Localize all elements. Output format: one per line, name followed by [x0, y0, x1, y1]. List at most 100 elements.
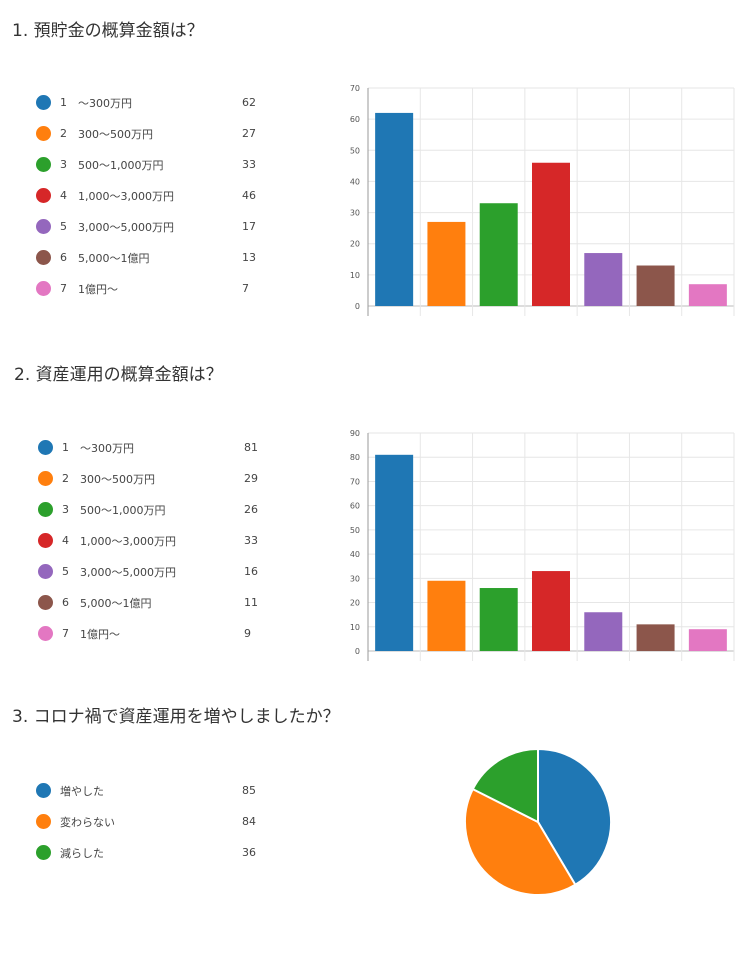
bar	[532, 571, 570, 651]
legend-item: 6 5,000〜1億円 13	[36, 242, 256, 273]
legend-count: 27	[242, 127, 256, 140]
legend-label: 1,000〜3,000万円	[78, 189, 174, 203]
bar	[479, 588, 518, 651]
legend-item: 4 1,000〜3,000万円 33	[38, 525, 258, 556]
legend-color-dot	[36, 281, 51, 296]
y-tick-label: 40	[350, 550, 360, 559]
legend-count: 9	[244, 627, 251, 640]
y-tick-label: 50	[350, 526, 360, 535]
legend-color-dot	[36, 157, 51, 172]
question-1-legend: 1 〜300万円 62 2 300〜500万円 27 3 500〜1,000万円 33 4 1,00…	[36, 87, 256, 304]
bar	[427, 221, 466, 306]
legend-label: 3,000〜5,000万円	[80, 565, 176, 579]
legend-item: 変わらない 84	[36, 806, 256, 837]
question-1-bar-chart: 0 10 20 30 40 50 60 70	[350, 84, 735, 316]
legend-count: 33	[244, 534, 258, 547]
legend-color-dot	[36, 219, 51, 234]
legend-item: 5 3,000〜5,000万円 17	[36, 211, 256, 242]
y-tick-label: 50	[350, 146, 360, 155]
legend-index: 3	[60, 158, 67, 171]
y-tick-label: 40	[350, 177, 360, 186]
legend-label: 500〜1,000万円	[78, 158, 164, 172]
legend-count: 17	[242, 220, 256, 233]
question-3-legend: 増やした 85 変わらない 84 減らした 36	[36, 775, 256, 868]
bar	[584, 612, 623, 651]
legend-color-dot	[38, 471, 53, 486]
y-tick-label: 70	[350, 477, 360, 486]
legend-item: 3 500〜1,000万円 26	[38, 494, 258, 525]
legend-item: 2 300〜500万円 27	[36, 118, 256, 149]
legend-label: 1億円〜	[80, 627, 120, 641]
legend-index: 6	[60, 251, 67, 264]
legend-label: 変わらない	[60, 815, 115, 829]
legend-item: 6 5,000〜1億円 11	[38, 587, 258, 618]
legend-label: 3,000〜5,000万円	[78, 220, 174, 234]
legend-index: 5	[62, 565, 69, 578]
legend-count: 13	[242, 251, 256, 264]
bar	[688, 284, 727, 306]
bar	[479, 203, 518, 306]
legend-color-dot	[38, 564, 53, 579]
legend-index: 7	[60, 282, 67, 295]
legend-label: 500〜1,000万円	[80, 503, 166, 517]
y-tick-label: 60	[350, 115, 360, 124]
legend-count: 7	[242, 282, 249, 295]
bar	[584, 253, 623, 306]
legend-color-dot	[38, 502, 53, 517]
legend-label: 300〜500万円	[78, 127, 153, 141]
legend-label: 〜300万円	[80, 441, 134, 455]
legend-count: 81	[244, 441, 258, 454]
legend-label: 300〜500万円	[80, 472, 155, 486]
legend-label: 5,000〜1億円	[80, 596, 152, 610]
bar	[688, 629, 727, 651]
bar	[427, 580, 466, 651]
legend-index: 3	[62, 503, 69, 516]
y-tick-label: 10	[350, 623, 360, 632]
y-tick-label: 30	[350, 574, 360, 583]
legend-item: 増やした 85	[36, 775, 256, 806]
legend-label: 増やした	[60, 784, 104, 798]
bar	[636, 265, 675, 306]
legend-item: 7 1億円〜 9	[38, 618, 251, 649]
legend-index: 2	[62, 472, 69, 485]
legend-index: 6	[62, 596, 69, 609]
y-tick-label: 60	[350, 502, 360, 511]
legend-index: 2	[60, 127, 67, 140]
bar	[375, 454, 414, 651]
legend-color-dot	[38, 533, 53, 548]
legend-label: 減らした	[60, 846, 104, 860]
legend-color-dot	[36, 814, 51, 829]
y-tick-label: 70	[350, 84, 360, 93]
legend-index: 4	[60, 189, 67, 202]
legend-index: 4	[62, 534, 69, 547]
legend-index: 5	[60, 220, 67, 233]
legend-index: 1	[62, 441, 69, 454]
legend-count: 84	[242, 815, 256, 828]
bar	[375, 112, 414, 306]
legend-count: 11	[244, 596, 258, 609]
legend-item: 減らした 36	[36, 837, 256, 868]
legend-color-dot	[38, 595, 53, 610]
legend-item: 1 〜300万円 81	[38, 432, 258, 463]
y-tick-label: 90	[350, 429, 360, 438]
legend-color-dot	[36, 783, 51, 798]
legend-item: 4 1,000〜3,000万円 46	[36, 180, 256, 211]
legend-color-dot	[38, 440, 53, 455]
legend-label: 5,000〜1億円	[78, 251, 150, 265]
legend-item: 3 500〜1,000万円 33	[36, 149, 256, 180]
legend-color-dot	[36, 95, 51, 110]
question-2-bar-chart: 0 10 20 30 40 50 60 70 80 90	[350, 429, 735, 661]
legend-label: 1,000〜3,000万円	[80, 534, 176, 548]
question-2-title: 2. 資産運用の概算金額は？	[14, 365, 223, 385]
legend-color-dot	[38, 626, 53, 641]
legend-color-dot	[36, 250, 51, 265]
y-tick-label: 0	[355, 647, 360, 656]
legend-count: 62	[242, 96, 256, 109]
legend-count: 33	[242, 158, 256, 171]
pie-slice	[464, 787, 577, 896]
pie-slice	[471, 747, 539, 824]
legend-count: 36	[242, 846, 256, 859]
legend-count: 46	[242, 189, 256, 202]
question-1-title: 1. 預貯金の概算金額は？	[12, 21, 204, 41]
y-tick-label: 0	[355, 302, 360, 311]
